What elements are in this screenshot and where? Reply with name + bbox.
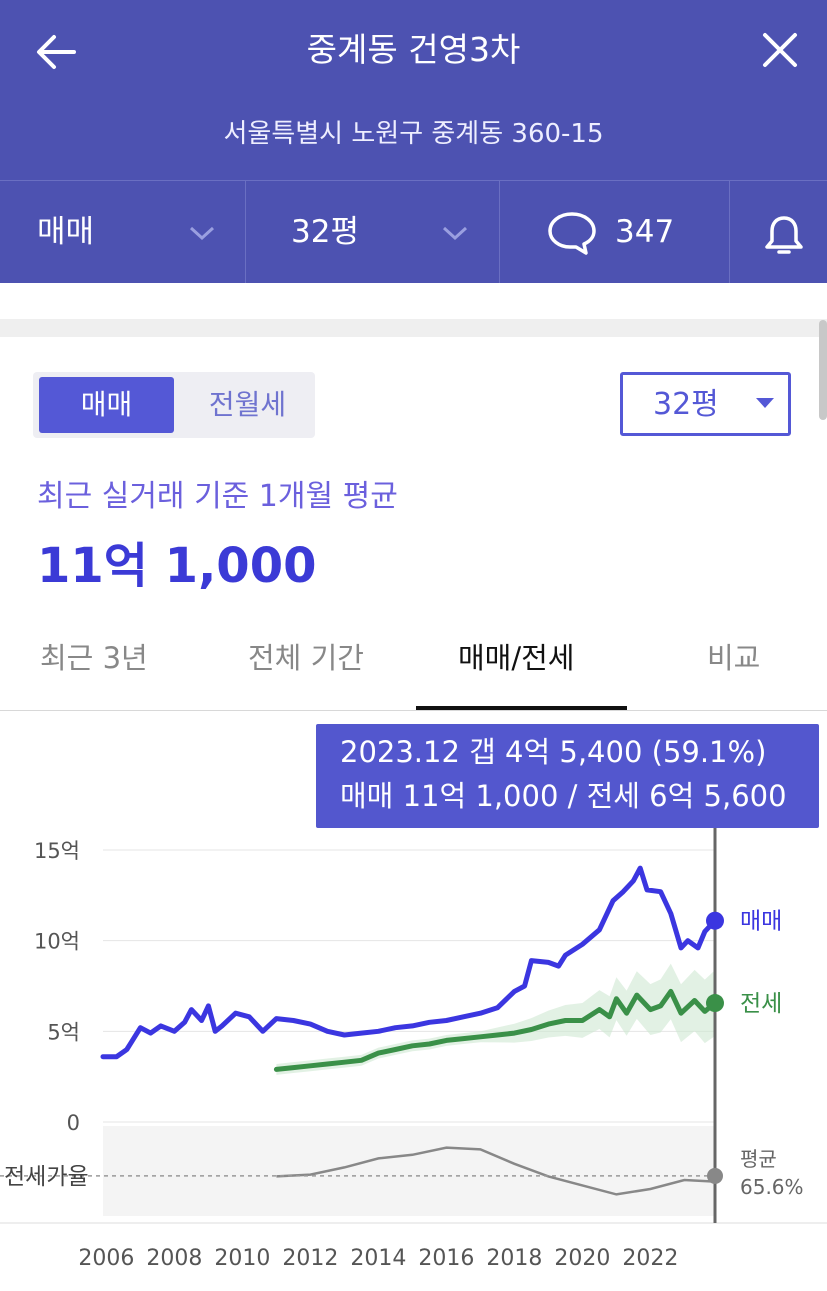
spacer bbox=[0, 283, 827, 321]
y-tick-label: 0 bbox=[67, 1111, 80, 1135]
tooltip-line-prices: 매매 11억 1,000 / 전세 6억 5,600 bbox=[340, 779, 787, 813]
caret-down-icon bbox=[756, 398, 774, 408]
address: 서울특별시 노원구 중계동 360-15 bbox=[223, 119, 604, 149]
sale-endpoint-dot bbox=[706, 911, 724, 930]
x-tick-label: 2018 bbox=[486, 1246, 542, 1271]
deal-type-label: 매매 bbox=[37, 214, 95, 250]
ratio-series-label: 전세가율 bbox=[4, 1164, 89, 1190]
tab-all-period[interactable]: 전체 기간 bbox=[248, 641, 364, 675]
filter-bar: 매매 32평 347 bbox=[0, 180, 827, 284]
jeonse-line bbox=[273, 988, 718, 1072]
bell-icon bbox=[765, 216, 803, 254]
ratio-band bbox=[103, 1126, 715, 1216]
page-title: 중계동 건영3차 bbox=[306, 30, 521, 69]
x-tick-label: 2008 bbox=[146, 1246, 202, 1271]
x-tick-label: 2020 bbox=[554, 1246, 610, 1271]
segment-rent[interactable]: 전월세 bbox=[208, 388, 287, 421]
ratio-endpoint-dot bbox=[707, 1167, 723, 1184]
area-dropdown[interactable]: 32평 bbox=[246, 181, 500, 284]
area-select[interactable]: 32평 bbox=[620, 372, 791, 436]
scrollbar[interactable] bbox=[819, 320, 827, 420]
chevron-down-icon bbox=[189, 226, 215, 241]
jeonse-series-label: 전세 bbox=[740, 991, 782, 1017]
x-tick-label: 2006 bbox=[78, 1246, 134, 1271]
x-tick-label: 2016 bbox=[418, 1246, 474, 1271]
segment-sale[interactable]: 매매 bbox=[39, 377, 174, 433]
price-caption: 최근 실거래 기준 1개월 평균 bbox=[37, 479, 398, 514]
chart-tooltip: 2023.12 갭 4억 5,400 (59.1%) 매매 11억 1,000 … bbox=[316, 724, 819, 828]
x-tick-label: 2022 bbox=[622, 1246, 678, 1271]
area-select-value: 32평 bbox=[653, 387, 719, 422]
notification-button[interactable] bbox=[730, 181, 827, 284]
tab-sale-jeonse[interactable]: 매매/전세 bbox=[458, 641, 575, 675]
tooltip-line-gap: 2023.12 갭 4억 5,400 (59.1%) bbox=[340, 735, 767, 769]
area-label: 32평 bbox=[291, 214, 359, 250]
tab-recent-3y[interactable]: 최근 3년 bbox=[40, 641, 148, 675]
deal-segment-control: 매매 전월세 bbox=[33, 372, 315, 438]
x-tick-label: 2010 bbox=[214, 1246, 270, 1271]
jeonse-range-area bbox=[276, 963, 715, 1075]
y-tick-label: 15억 bbox=[34, 839, 80, 863]
back-arrow-icon[interactable] bbox=[30, 28, 82, 76]
comments-count: 347 bbox=[615, 214, 675, 250]
ratio-average-value: 65.6% bbox=[740, 1175, 804, 1199]
deal-type-dropdown[interactable]: 매매 bbox=[0, 181, 246, 284]
ratio-average-label: 평균 bbox=[740, 1147, 777, 1171]
ratio-line bbox=[276, 1146, 716, 1196]
period-tabs: 최근 3년 전체 기간 매매/전세 비교 bbox=[0, 625, 827, 711]
sale-line bbox=[100, 865, 718, 1060]
jeonse-endpoint-dot bbox=[706, 994, 724, 1013]
comments-button[interactable]: 347 bbox=[500, 181, 730, 284]
x-tick-label: 2012 bbox=[282, 1246, 338, 1271]
header: 중계동 건영3차 서울특별시 노원구 중계동 360-15 매매 32평 347 bbox=[0, 0, 827, 284]
x-tick-label: 2014 bbox=[350, 1246, 406, 1271]
price-chart[interactable]: 15억 10억 5억 0 2006 2008 2010 2012 2014 2016 2018 202… bbox=[0, 828, 827, 1291]
y-tick-label: 5억 bbox=[47, 1020, 80, 1044]
close-icon[interactable] bbox=[756, 26, 804, 74]
sale-series-label: 매매 bbox=[740, 909, 782, 935]
y-tick-label: 10억 bbox=[34, 930, 80, 954]
tab-compare[interactable]: 비교 bbox=[707, 641, 761, 675]
average-price: 11억 1,000 bbox=[37, 538, 317, 594]
chevron-down-icon bbox=[442, 226, 468, 241]
active-tab-indicator bbox=[416, 706, 627, 710]
section-divider bbox=[0, 319, 827, 337]
speech-bubble-icon bbox=[548, 212, 596, 255]
